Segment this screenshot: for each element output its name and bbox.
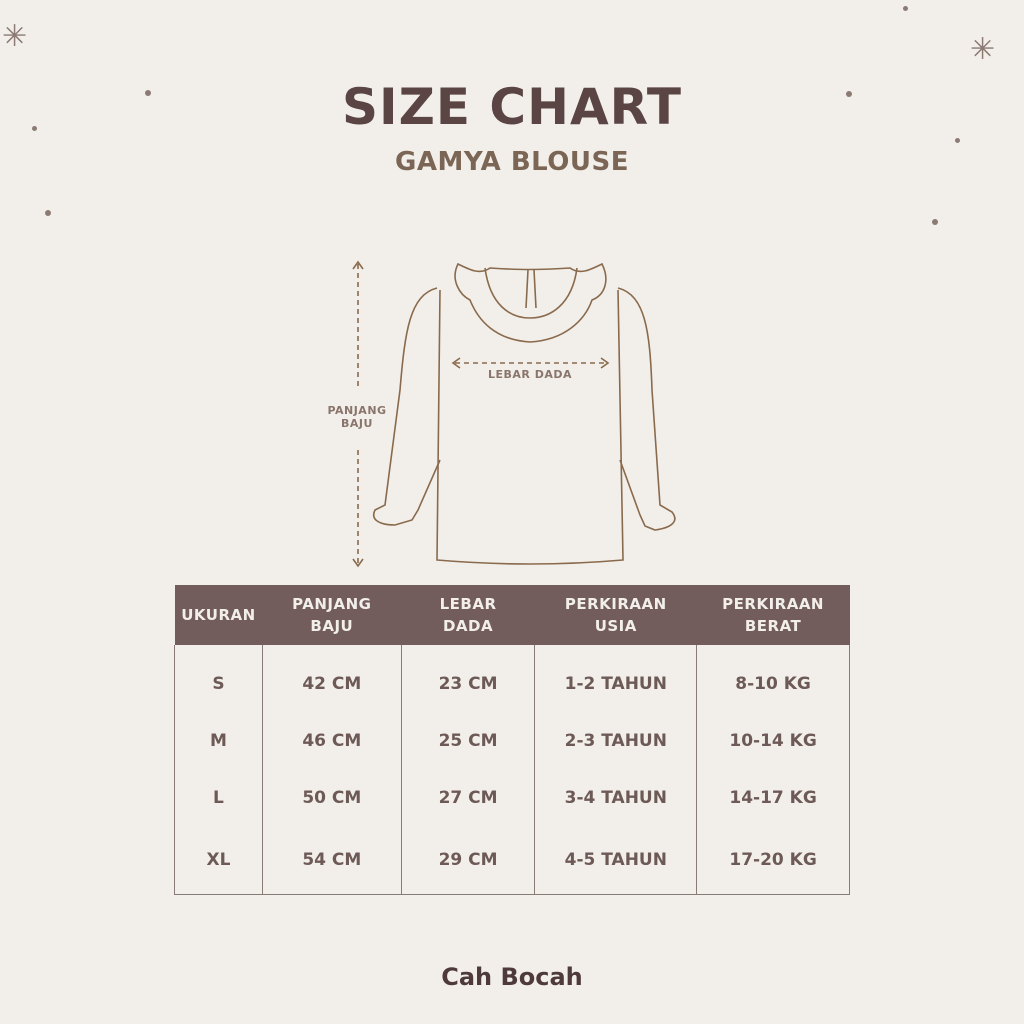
table-row: XL 54 CM 29 CM 4-5 TAHUN 17-20 KG — [174, 826, 850, 895]
table-row: M 46 CM 25 CM 2-3 TAHUN 10-14 KG — [174, 712, 850, 769]
column-header-text: PERKIRAAN — [564, 595, 667, 613]
table-cell: 3-4 TAHUN — [534, 769, 698, 826]
page-title: SIZE CHART — [341, 78, 683, 136]
decor-dot — [903, 6, 908, 11]
table-cell: XL — [174, 826, 263, 895]
sparkle-icon: ✳ — [2, 19, 28, 54]
table-cell: 42 CM — [261, 645, 402, 712]
table-cell: 27 CM — [400, 769, 536, 826]
column-header-text: BERAT — [744, 617, 802, 635]
table-cell: 4-5 TAHUN — [534, 826, 698, 895]
column-header: PERKIRAAN USIA — [534, 585, 697, 645]
table-cell: 1-2 TAHUN — [534, 645, 698, 712]
decor-dot — [45, 210, 51, 216]
table-cell: 10-14 KG — [696, 712, 850, 769]
table-header-row: UKURAN PANJANG BAJU LEBAR DADA PERKIRAAN USIA P… — [174, 585, 850, 645]
table-row: S 42 CM 23 CM 1-2 TAHUN 8-10 KG — [174, 645, 850, 712]
length-label-line2: BAJU — [341, 417, 373, 430]
column-header: PERKIRAAN BERAT — [696, 585, 850, 645]
decor-dot — [846, 91, 852, 97]
table-cell: 54 CM — [261, 826, 402, 895]
table-cell: L — [174, 769, 263, 826]
table-row: L 50 CM 27 CM 3-4 TAHUN 14-17 KG — [174, 769, 850, 826]
blouse-illustration — [352, 260, 676, 568]
column-header: UKURAN — [174, 585, 263, 645]
product-name: GAMYA BLOUSE — [394, 147, 629, 177]
brand-logo: Cah Bocah — [441, 963, 583, 991]
table-cell: M — [174, 712, 263, 769]
column-header-text: UKURAN — [181, 606, 256, 624]
decor-dot — [145, 90, 151, 96]
column-header-text: BAJU — [310, 617, 354, 635]
decor-dot — [932, 219, 938, 225]
table-cell: S — [174, 645, 263, 712]
chest-label: LEBAR DADA — [487, 368, 572, 381]
table-cell: 2-3 TAHUN — [534, 712, 698, 769]
column-header-text: LEBAR — [439, 595, 497, 613]
column-header-text: PANJANG — [292, 595, 372, 613]
table-cell: 17-20 KG — [696, 826, 850, 895]
length-label: PANJANG BAJU — [322, 404, 392, 430]
column-header-text: USIA — [594, 617, 637, 635]
size-table: UKURAN PANJANG BAJU LEBAR DADA PERKIRAAN USIA P… — [174, 585, 850, 895]
table-cell: 14-17 KG — [696, 769, 850, 826]
sparkle-icon: ✳ — [970, 32, 996, 67]
column-header: PANJANG BAJU — [262, 585, 402, 645]
decor-dot — [955, 138, 960, 143]
table-cell: 8-10 KG — [696, 645, 850, 712]
table-cell: 25 CM — [400, 712, 536, 769]
table-cell: 46 CM — [261, 712, 402, 769]
table-cell: 23 CM — [400, 645, 536, 712]
table-cell: 50 CM — [261, 769, 402, 826]
column-header: LEBAR DADA — [401, 585, 535, 645]
column-header-text: PERKIRAAN — [722, 595, 824, 613]
table-cell: 29 CM — [400, 826, 536, 895]
decor-dot — [32, 126, 37, 131]
length-label-line1: PANJANG — [327, 404, 387, 417]
column-header-text: DADA — [442, 617, 494, 635]
